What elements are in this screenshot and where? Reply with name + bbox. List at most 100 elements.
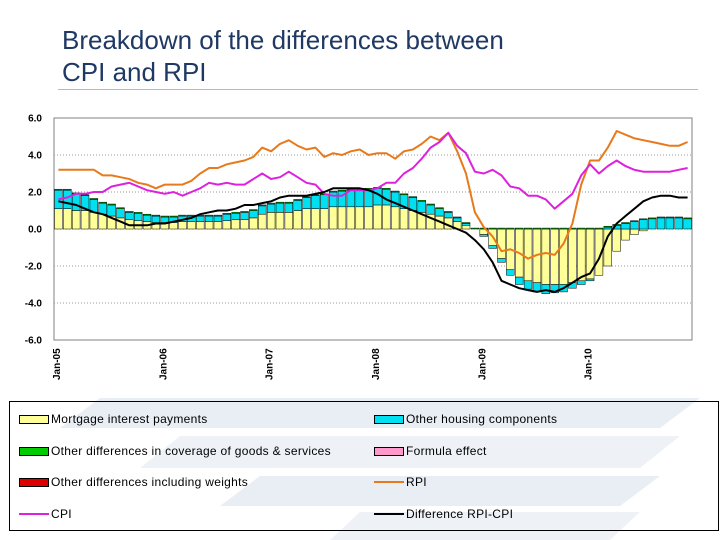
- bar-housing: [674, 217, 683, 230]
- bar-mortgage: [355, 206, 364, 230]
- bar-mortgage: [337, 206, 347, 230]
- bar-housing: [275, 202, 285, 213]
- bar-coverage: [674, 216, 683, 219]
- bar-mortgage: [630, 228, 639, 235]
- bar-coverage: [275, 201, 285, 204]
- legend-line-diff: [374, 513, 404, 515]
- x-tick-label: Jan-05: [52, 348, 63, 380]
- bar-coverage: [426, 203, 435, 206]
- bar-coverage: [178, 214, 187, 217]
- legend-label-weights: Other differences including weights: [51, 475, 249, 489]
- bar-mortgage: [621, 228, 630, 241]
- legend-item-diff: Difference RPI-CPI: [374, 506, 513, 522]
- bar-housing: [497, 258, 506, 263]
- bar-coverage: [222, 213, 231, 215]
- bar-mortgage: [275, 212, 285, 230]
- bar-mortgage: [612, 228, 621, 252]
- bar-coverage: [603, 225, 613, 228]
- bar-coverage: [461, 222, 471, 224]
- bar-mortgage: [204, 221, 214, 230]
- bar-coverage: [142, 213, 152, 216]
- x-tick-label: Jan-09: [477, 348, 488, 380]
- bar-mortgage: [408, 210, 418, 230]
- y-tick-label: -4.0: [25, 299, 43, 310]
- bar-mortgage: [178, 221, 187, 230]
- bar-coverage: [647, 217, 657, 220]
- bar-coverage: [382, 188, 391, 190]
- bar-housing: [603, 226, 613, 230]
- bar-mortgage: [461, 225, 471, 230]
- bar-mortgage: [541, 228, 550, 285]
- bar-coverage: [532, 227, 542, 230]
- bar-housing: [204, 215, 214, 222]
- legend-label-formula: Formula effect: [406, 444, 487, 458]
- page-title: Breakdown of the differences between CPI…: [62, 24, 622, 88]
- legend-item-coverage: Other differences in coverage of goods &…: [19, 443, 331, 459]
- legend-swatch-mortgage: [19, 414, 49, 424]
- bar-coverage: [417, 200, 426, 202]
- bar-housing: [656, 217, 666, 230]
- bar-housing: [63, 189, 72, 209]
- bar-mortgage: [284, 212, 293, 230]
- bar-coverage: [594, 227, 604, 230]
- line-cpi: [58, 131, 688, 210]
- bar-housing: [222, 213, 231, 221]
- legend-label-housing: Other housing components: [406, 412, 558, 426]
- legend-swatch-weights: [19, 477, 49, 487]
- bar-mortgage: [311, 208, 320, 230]
- bar-coverage: [151, 214, 161, 217]
- bar-coverage: [204, 214, 214, 217]
- bar-housing: [585, 278, 595, 282]
- bar-housing: [311, 195, 320, 209]
- bar-coverage: [665, 216, 675, 219]
- legend-label-rpi: RPI: [406, 475, 427, 489]
- bar-housing: [196, 215, 205, 222]
- title-divider: [58, 89, 698, 90]
- bar-housing: [240, 212, 249, 220]
- bar-coverage: [169, 215, 178, 218]
- bar-coverage: [98, 201, 107, 204]
- y-tick-label: 6.0: [28, 114, 42, 125]
- bar-coverage: [408, 196, 418, 198]
- legend-swatch-formula: [374, 446, 404, 456]
- bar-mortgage: [523, 228, 533, 282]
- legend-item-mortgage: Mortgage interest payments: [19, 411, 208, 427]
- bar-coverage: [399, 193, 409, 196]
- bar-housing: [231, 213, 240, 221]
- bar-coverage: [541, 227, 550, 230]
- bar-housing: [665, 217, 675, 230]
- bar-coverage: [630, 220, 639, 222]
- bar-housing: [479, 234, 488, 237]
- bar-housing: [426, 204, 435, 215]
- bar-coverage: [453, 216, 462, 219]
- legend-item-formula: Formula effect: [374, 443, 487, 459]
- bar-mortgage: [390, 206, 400, 230]
- bar-mortgage: [54, 208, 63, 230]
- legend-item-rpi: RPI: [374, 474, 427, 490]
- bar-mortgage: [346, 206, 356, 230]
- bar-coverage: [337, 189, 347, 192]
- bar-housing: [266, 203, 276, 213]
- bar-housing: [630, 221, 639, 230]
- bar-mortgage: [222, 220, 231, 230]
- bar-mortgage: [399, 208, 409, 230]
- bar-coverage: [639, 218, 648, 220]
- bar-coverage: [240, 211, 249, 213]
- bar-coverage: [249, 209, 258, 211]
- x-tick-label: Jan-07: [265, 348, 276, 380]
- bar-housing: [116, 208, 125, 219]
- legend-label-cpi: CPI: [51, 507, 72, 521]
- bar-coverage: [63, 188, 72, 191]
- bar-mortgage: [89, 212, 99, 230]
- x-tick-label: Jan-10: [584, 348, 595, 380]
- bar-mortgage: [187, 221, 196, 230]
- bar-housing: [506, 269, 515, 276]
- bar-housing: [302, 197, 311, 209]
- bar-coverage: [435, 207, 444, 209]
- bar-housing: [683, 218, 692, 230]
- y-axis-ticks: 6.0 4.0 2.0 0.0 -2.0 -4.0 -6.0: [25, 114, 43, 347]
- y-tick-label: -6.0: [25, 336, 43, 347]
- bar-housing: [453, 217, 462, 222]
- bar-coverage: [585, 227, 595, 230]
- bar-coverage: [683, 217, 692, 220]
